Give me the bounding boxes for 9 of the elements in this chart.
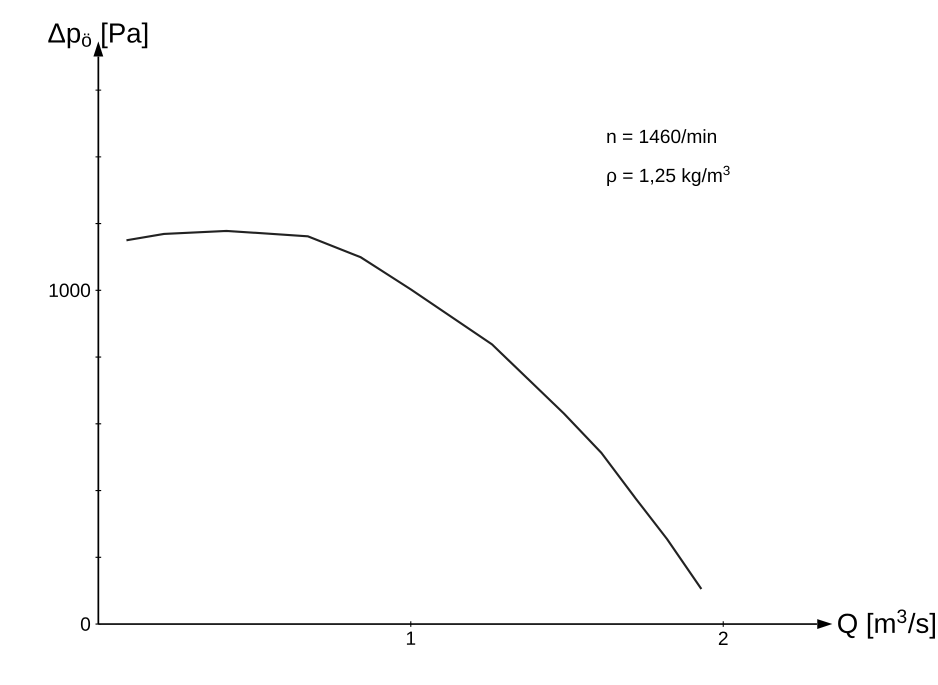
line-series [125,230,702,590]
y-tick-label: 0 [80,617,90,632]
annotation: n = 1460/min [607,129,716,144]
y-tick-label: 1000 [50,284,90,298]
y-axis-title: Δp$_{ö}$ [Pa] [48,22,148,48]
x-tick-label: 2 [718,632,728,646]
annotation: ρ = 1,25 kg/m$^{3}$ [607,166,730,186]
x-tick-label: 1 [406,632,416,645]
x-axis-title: Q [m$^{3}$/s] [838,610,935,639]
